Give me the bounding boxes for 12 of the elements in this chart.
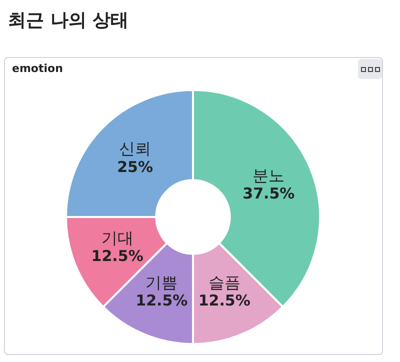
chart-title: 최근 나의 상태 [8,9,129,32]
slice-label: 분노 [252,166,285,185]
chart-subtitle: emotion [12,62,63,75]
data-label: 37.5% [242,184,295,203]
data-label: 25% [117,158,154,176]
data-label: 12.5% [91,247,144,266]
data-label: 12.5% [136,292,188,310]
slice-label: 기쁨 [146,272,178,292]
slice-label: 슬픔 [208,272,240,292]
data-label: 12.5% [198,292,250,310]
slice-label: 신뢰 [119,139,152,158]
slice-label: 기대 [101,228,134,248]
